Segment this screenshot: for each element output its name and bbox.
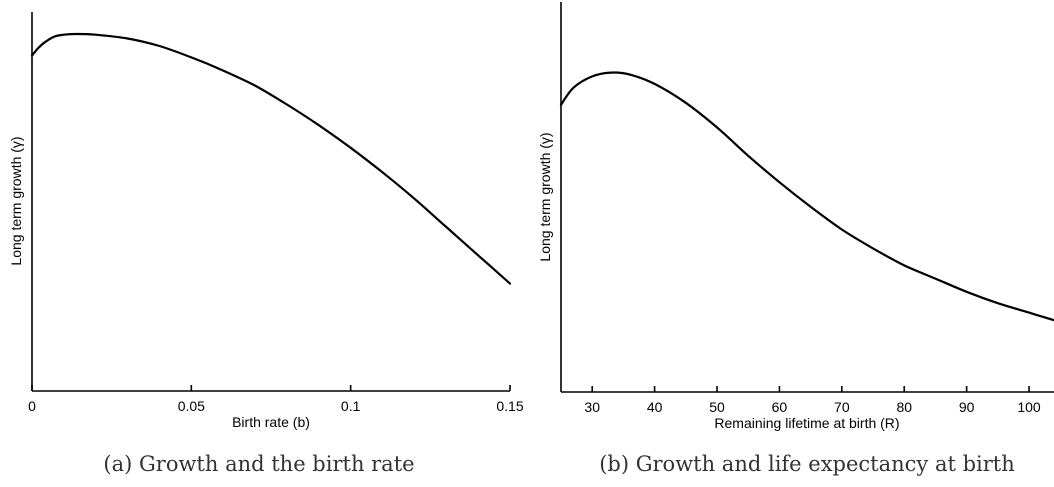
panel-b-x-tick-label: 70 bbox=[834, 399, 850, 415]
panel-b-x-axis-title: Remaining lifetime at birth (R) bbox=[714, 415, 899, 431]
panel-a-x-tick-label: 0.15 bbox=[496, 398, 523, 414]
panel-b-y-axis-title: Long term growth (γ) bbox=[537, 132, 553, 261]
panel-a: 0 0.05 0.1 0.15 Birth rate (b) Long term gr… bbox=[8, 12, 524, 476]
panel-a-y-axis-title: Long term growth (γ) bbox=[8, 136, 24, 265]
panel-b-x-tick-label: 40 bbox=[647, 399, 663, 415]
panel-b-caption: (b) Growth and life expectancy at birth bbox=[599, 452, 1015, 476]
panel-b-x-ticks: 30 40 50 60 70 80 90 100 bbox=[584, 386, 1041, 415]
panel-a-x-axis-title: Birth rate (b) bbox=[232, 414, 310, 430]
panel-a-x-tick-label: 0.1 bbox=[341, 398, 361, 414]
panel-b-x-tick-label: 50 bbox=[709, 399, 725, 415]
panel-a-x-tick-label: 0 bbox=[28, 398, 36, 414]
panel-b-x-tick-label: 90 bbox=[959, 399, 975, 415]
panel-a-caption: (a) Growth and the birth rate bbox=[103, 452, 414, 476]
panel-b: 30 40 50 60 70 80 90 100 Remaining lifetime at … bbox=[537, 2, 1054, 476]
panel-b-x-tick-label: 80 bbox=[896, 399, 912, 415]
panel-b-x-tick-label: 100 bbox=[1017, 399, 1041, 415]
panel-b-x-tick-label: 60 bbox=[772, 399, 788, 415]
panel-a-growth-curve bbox=[30, 32, 512, 285]
panel-a-x-ticks: 0 0.05 0.1 0.15 bbox=[28, 385, 524, 414]
panel-a-x-tick-label: 0.05 bbox=[178, 398, 205, 414]
panel-b-growth-curve bbox=[559, 71, 1054, 322]
panel-b-x-tick-label: 30 bbox=[584, 399, 600, 415]
